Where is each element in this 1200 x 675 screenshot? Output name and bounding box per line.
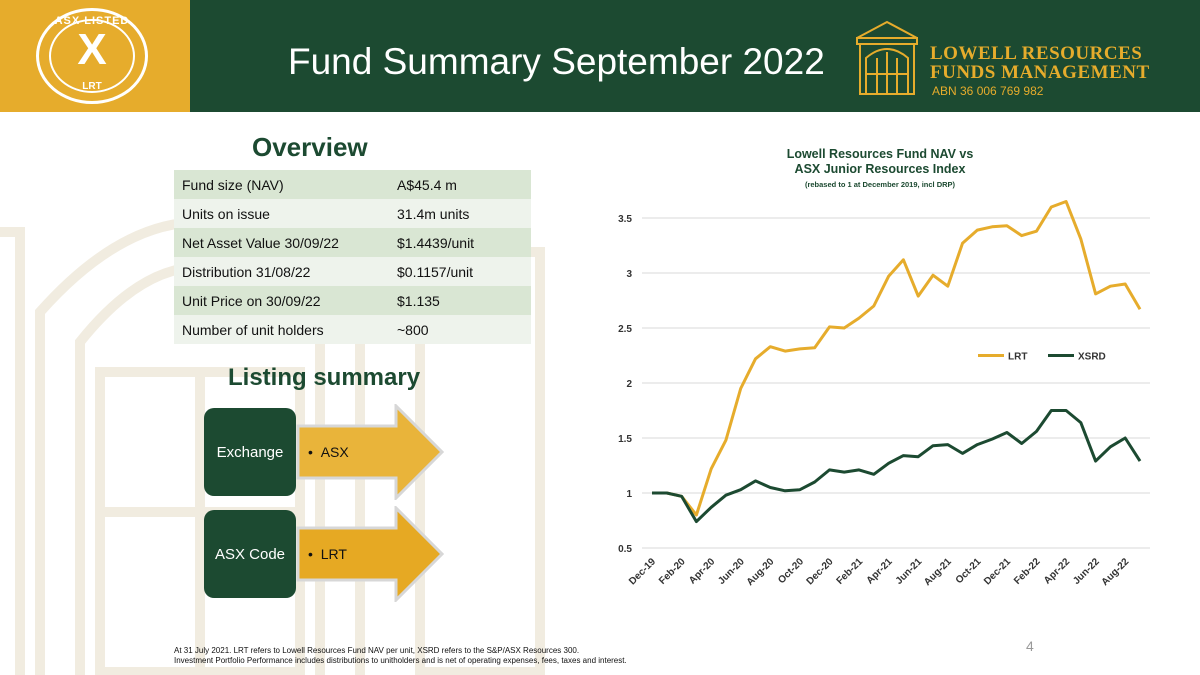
y-tick-label: 2 xyxy=(626,379,632,390)
x-tick-label: Dec-20 xyxy=(805,556,836,587)
listing-label-exchange: Exchange xyxy=(204,408,296,496)
series-line-xsrd xyxy=(652,409,1142,524)
x-tick-label: Dec-21 xyxy=(982,556,1013,587)
logo-panel: ASX LISTED X LRT xyxy=(0,0,190,112)
chart-subtitle: (rebased to 1 at December 2019, incl DRP… xyxy=(805,180,956,189)
row-value: A$45.4 m xyxy=(397,176,457,193)
y-tick-label: 3.5 xyxy=(618,214,632,225)
logo-bottom-text: LRT xyxy=(82,81,102,92)
table-row: Number of unit holders ~800 xyxy=(174,315,531,344)
listing-value-text: LRT xyxy=(320,546,347,562)
x-tick-label: Feb-20 xyxy=(657,556,688,587)
x-tick-label: Oct-21 xyxy=(954,556,984,586)
page-title: Fund Summary September 2022 xyxy=(288,41,825,82)
row-label: Net Asset Value 30/09/22 xyxy=(182,234,339,251)
table-row: Unit Price on 30/09/22 $1.135 xyxy=(174,286,531,315)
nav-chart-svg: Lowell Resources Fund NAV vs ASX Junior … xyxy=(618,147,1150,588)
logo-mark: X xyxy=(77,25,107,74)
row-label: Unit Price on 30/09/22 xyxy=(182,292,321,309)
brand-name-line2: FUNDS MANAGEMENT xyxy=(930,62,1150,83)
x-tick-label: Aug-20 xyxy=(745,556,777,588)
footnote-2: Investment Portfolio Performance include… xyxy=(174,656,627,665)
row-value: 31.4m units xyxy=(397,205,470,222)
y-tick-label: 1 xyxy=(626,489,632,500)
row-label: Distribution 31/08/22 xyxy=(182,263,311,280)
table-row: Fund size (NAV) A$45.4 m xyxy=(174,170,531,199)
chart-title: Lowell Resources Fund NAV vs xyxy=(787,147,974,161)
x-tick-label: Feb-22 xyxy=(1012,556,1043,587)
overview-heading: Overview xyxy=(252,132,368,162)
listing-label-code: ASX Code xyxy=(204,510,296,598)
x-tick-label: Dec-19 xyxy=(627,556,658,587)
series-line-lrt xyxy=(652,200,1142,517)
row-value: $1.135 xyxy=(397,292,440,309)
logo-inner-ring xyxy=(49,19,135,93)
table-row: Distribution 31/08/22 $0.1157/unit xyxy=(174,257,531,286)
x-tick-label: Apr-20 xyxy=(687,556,717,586)
x-tick-label: Aug-21 xyxy=(922,556,954,588)
building-icon xyxy=(856,20,918,95)
row-value: $0.1157/unit xyxy=(397,263,474,280)
fund-summary-table: Fund size (NAV) A$45.4 m Units on issue 31… xyxy=(174,170,531,344)
asx-logo-icon: ASX LISTED X LRT xyxy=(36,8,148,104)
x-tick-label: Jun-22 xyxy=(1071,556,1102,587)
x-tick-label: Apr-21 xyxy=(865,556,895,586)
exchange-arrow xyxy=(296,404,445,500)
table-row: Net Asset Value 30/09/22 $1.4439/unit xyxy=(174,228,531,257)
header-bar: ASX LISTED X LRT Fund Summary September … xyxy=(0,0,1200,112)
row-label: Fund size (NAV) xyxy=(182,176,284,193)
legend-label-lrt: LRT xyxy=(1008,352,1027,363)
x-tick-label: Oct-20 xyxy=(776,556,806,586)
row-value: ~800 xyxy=(397,321,429,338)
logo-top-text: ASX LISTED xyxy=(54,15,130,27)
nav-chart: Lowell Resources Fund NAV vs ASX Junior … xyxy=(590,130,1170,615)
x-tick-label: Feb-21 xyxy=(835,556,866,587)
x-tick-label: Apr-22 xyxy=(1042,556,1072,586)
row-label: Number of unit holders xyxy=(182,321,324,338)
code-arrow xyxy=(296,506,445,602)
listing-heading: Listing summary xyxy=(228,364,421,391)
y-tick-label: 2.5 xyxy=(618,324,632,335)
page-number: 4 xyxy=(1026,638,1034,654)
x-tick-label: Jun-20 xyxy=(716,556,747,587)
y-tick-label: 0.5 xyxy=(618,544,632,555)
x-tick-label: Aug-22 xyxy=(1100,556,1132,588)
table-row: Units on issue 31.4m units xyxy=(174,199,531,228)
x-tick-label: Jun-21 xyxy=(894,556,925,587)
listing-value-code: • LRT xyxy=(308,546,347,562)
y-tick-label: 1.5 xyxy=(618,434,632,445)
brand-name-line1: LOWELL RESOURCES xyxy=(930,43,1143,64)
row-value: $1.4439/unit xyxy=(397,234,475,251)
listing-value-text: ASX xyxy=(320,444,349,460)
row-label: Units on issue xyxy=(182,205,270,222)
footnote-1: At 31 July 2021. LRT refers to Lowell Re… xyxy=(174,646,580,655)
y-tick-label: 3 xyxy=(626,269,632,280)
chart-title-line2: ASX Junior Resources Index xyxy=(795,162,966,176)
listing-value-exchange: • ASX xyxy=(308,444,349,460)
legend-label-xsrd: XSRD xyxy=(1078,352,1106,363)
brand-abn: ABN 36 006 769 982 xyxy=(932,84,1044,98)
